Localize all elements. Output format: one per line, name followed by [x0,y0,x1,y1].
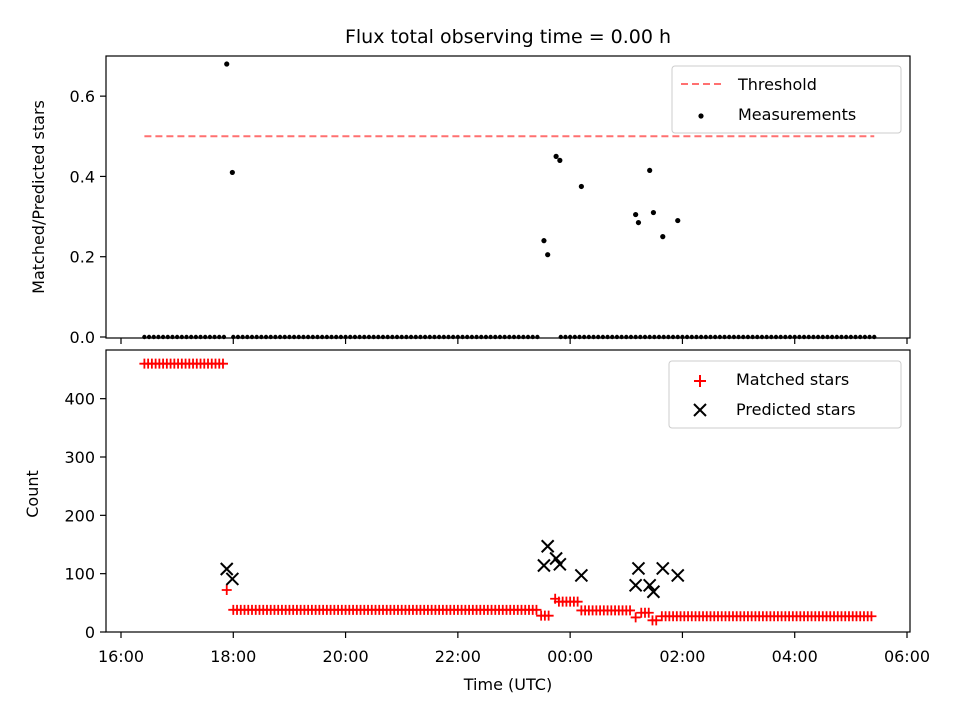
bottom-y-tick-label: 100 [64,565,95,584]
measurement-point [224,61,230,67]
top-plot-frame [105,55,911,339]
legend-measurements-label: Measurements [738,105,856,124]
predicted-star-marker [671,568,685,583]
predicted-star-marker [225,572,240,586]
top-x-ticks [120,338,908,344]
top-y-tick-label: 0.4 [70,167,95,186]
bottom-y-tick-label: 300 [64,448,95,467]
measurement-point [647,167,653,174]
measurement-point [660,234,666,240]
measurement-point [635,219,642,226]
legend-matched-label: Matched stars [736,370,849,389]
bottom-y-ticks: 0 100 200 300 400 [64,390,106,642]
predicted-star-marker [628,578,643,593]
legend-threshold-label: Threshold [737,75,817,94]
top-y-tick-label: 0.2 [70,248,95,267]
top-y-tick-label: 0.6 [70,87,95,106]
matched-star-marker [866,611,877,622]
x-tick-label: 04:00 [772,647,818,666]
bottom-x-ticks: 16:00 18:00 20:00 22:00 00:00 02:00 04:00 06:00 [98,632,930,666]
x-tick-label: 16:00 [98,647,144,666]
matched-star-marker [531,604,542,615]
x-tick-label: 02:00 [659,647,705,666]
x-tick-label: 18:00 [210,647,256,666]
measurement-point [541,238,547,244]
measurement-point [675,217,681,224]
bottom-y-tick-label: 0 [85,623,95,642]
top-legend-frame [671,65,902,134]
legend-matched-swatch [694,375,706,387]
matched-star-marker [643,607,654,618]
predicted-star-marker [642,578,657,593]
matched-star-marker [221,585,232,595]
predicted-star-marker [646,585,661,599]
x-tick-label: 20:00 [323,647,369,666]
legend-measurements-swatch [698,113,704,119]
top-legend: Threshold Measurements [671,65,902,134]
x-axis-label: Time (UTC) [463,675,552,694]
bottom-y-axis-label: Count [23,470,42,518]
legend-predicted-swatch [693,403,707,417]
top-y-axis-label: Matched/Predicted stars [29,100,48,294]
bottom-marks [139,358,877,626]
measurement-point [545,252,551,258]
x-tick-label: 00:00 [547,647,593,666]
legend-predicted-label: Predicted stars [736,400,856,419]
matched-star-marker [543,610,554,621]
matched-star-marker [651,615,662,626]
predicted-star-marker [537,558,551,573]
matched-star-marker [217,358,228,369]
measurement-point [578,183,584,190]
predicted-star-marker [631,561,646,576]
matched-star-marker [630,612,641,623]
matched-star-marker [572,596,583,607]
predicted-star-marker [220,562,234,576]
predicted-star-marker [540,539,555,553]
measurement-point [553,153,559,159]
bottom-legend-frame [668,360,902,429]
bottom-plot-frame [105,349,911,633]
measurement-point [229,169,235,176]
top-y-ticks: 0.0 0.2 0.4 0.6 [70,87,106,347]
predicted-star-marker [549,551,563,566]
x-tick-label: 22:00 [435,647,481,666]
measurement-point [650,209,657,216]
top-y-tick-label: 0.0 [70,328,95,347]
bottom-y-tick-label: 400 [64,390,95,409]
bottom-legend: Matched stars Predicted stars [668,360,902,429]
predicted-star-marker [574,568,589,583]
x-tick-label: 06:00 [884,647,930,666]
predicted-star-marker [656,561,670,576]
bottom-panel: 0 100 200 300 400 16:00 18:00 20:00 22:00 00:00 0… [23,349,930,694]
measurement-point [557,157,563,163]
chart-title: Flux total observing time = 0.00 h [345,26,671,48]
measurement-point [633,211,639,218]
top-panel: 0.0 0.2 0.4 0.6 Matched/Predicted stars Thr… [29,55,911,347]
bottom-y-tick-label: 200 [64,506,95,525]
matched-star-marker [625,605,636,616]
predicted-star-marker [553,557,567,572]
